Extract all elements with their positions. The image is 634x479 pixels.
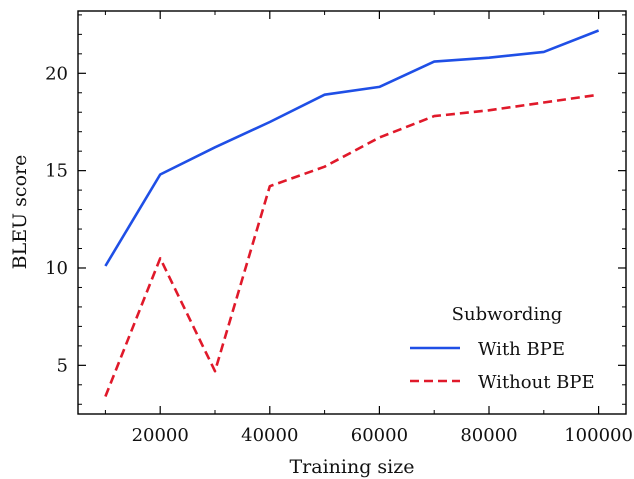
ticks-layer: 20000 40000 60000 80000 100000 5 10 15 20 bbox=[45, 11, 633, 446]
x-tick-label: 40000 bbox=[241, 425, 298, 446]
y-tick-label: 10 bbox=[45, 258, 68, 279]
legend: Subwording With BPE Without BPE bbox=[410, 304, 595, 393]
x-tick-label: 60000 bbox=[351, 425, 408, 446]
legend-title: Subwording bbox=[452, 304, 563, 325]
x-tick-label: 80000 bbox=[460, 425, 517, 446]
series-layer bbox=[104, 29, 600, 397]
y-tick-label: 15 bbox=[45, 161, 68, 182]
y-axis-label: BLEU score bbox=[9, 155, 31, 270]
legend-label-with-bpe: With BPE bbox=[478, 339, 565, 360]
plot-frame bbox=[77, 10, 627, 415]
series-line-without-bpe bbox=[104, 93, 599, 397]
x-tick-label: 20000 bbox=[132, 425, 189, 446]
series-line-with-bpe bbox=[104, 29, 600, 267]
y-tick-label: 20 bbox=[45, 63, 68, 84]
x-tick-label: 100000 bbox=[564, 425, 633, 446]
x-axis-label: Training size bbox=[290, 456, 415, 478]
legend-label-without-bpe: Without BPE bbox=[478, 372, 595, 393]
y-tick-label: 5 bbox=[57, 355, 68, 376]
